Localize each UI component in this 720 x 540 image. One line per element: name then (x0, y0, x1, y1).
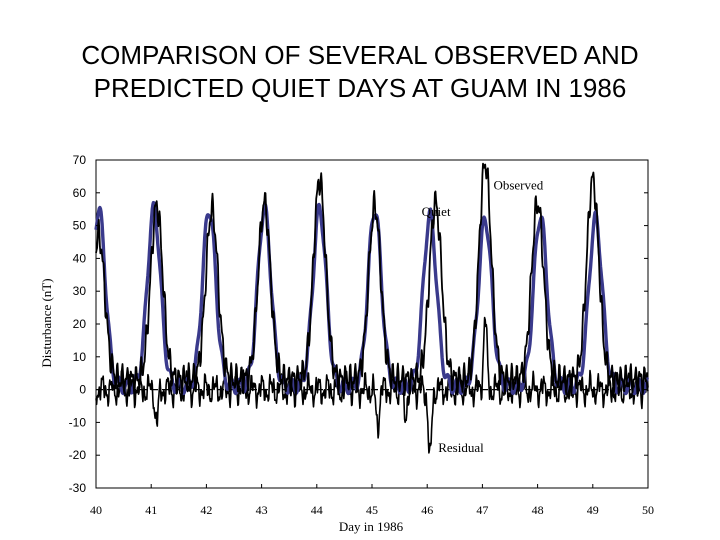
chart-title-line-1: COMPARISON OF SEVERAL OBSERVED AND (81, 40, 639, 70)
y-tick-label: 10 (73, 350, 87, 364)
x-tick-label: 46 (421, 503, 433, 517)
chart-title-line-2: PREDICTED QUIET DAYS AT GUAM IN 1986 (93, 73, 627, 103)
plot-area-border (95, 159, 649, 489)
x-tick-label: 40 (90, 503, 102, 517)
annotation-quiet: Quiet (422, 204, 451, 219)
y-tick-label: -20 (69, 448, 87, 462)
annotation-residual: Residual (438, 440, 484, 455)
x-tick-label: 50 (642, 503, 654, 517)
x-tick-label: 47 (476, 503, 488, 517)
y-tick-label: 60 (73, 186, 87, 200)
annotation-observed: Observed (493, 178, 543, 193)
series-observed-line (95, 162, 649, 397)
y-tick-label: 20 (73, 317, 87, 331)
y-tick-label: 30 (73, 284, 87, 298)
x-axis-label: Day in 1986 (339, 519, 404, 534)
y-tick-label: -10 (69, 415, 87, 429)
x-tick-label: 41 (145, 503, 157, 517)
y-axis-label: Disturbance (nT) (39, 278, 54, 367)
x-tick-label: 49 (587, 503, 599, 517)
y-tick-label: 40 (73, 251, 87, 265)
y-tick-label: 50 (73, 219, 87, 233)
x-tick-label: 48 (532, 503, 544, 517)
x-tick-label: 44 (311, 503, 323, 517)
x-tick-label: 45 (366, 503, 378, 517)
plot-frame-layer (95, 159, 649, 489)
x-tick-label: 43 (256, 503, 268, 517)
y-tick-label: -30 (69, 481, 87, 495)
y-tick-label: 70 (73, 153, 87, 167)
x-tick-label: 42 (200, 503, 212, 517)
series-layer (94, 162, 650, 454)
y-tick-label: 0 (79, 383, 86, 397)
